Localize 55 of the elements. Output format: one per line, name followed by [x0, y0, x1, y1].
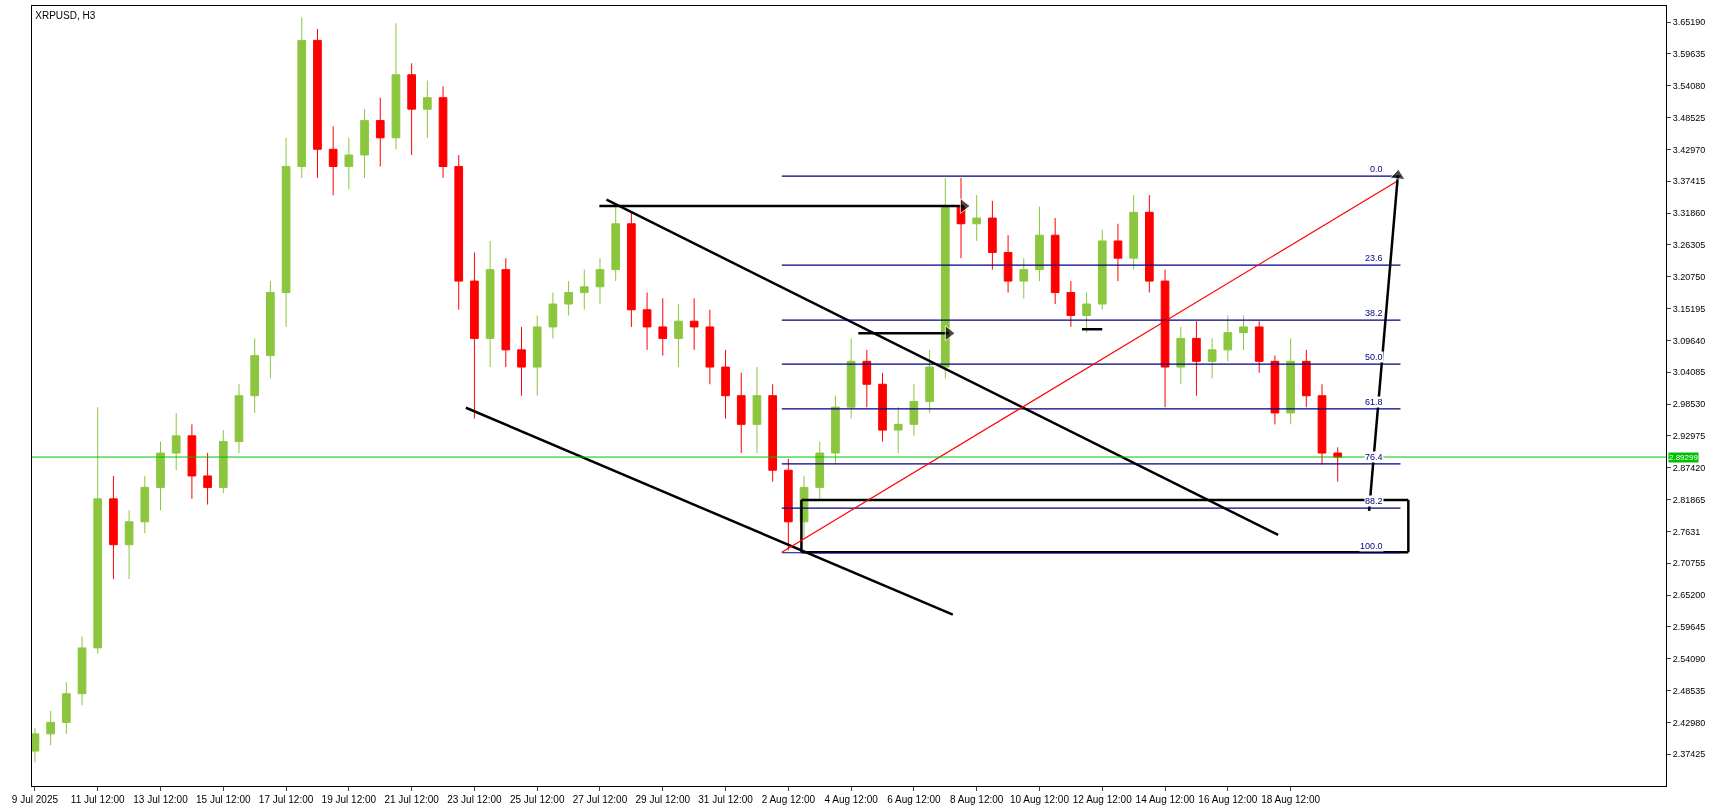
x-tick-label: 25 Jul 12:00: [509, 794, 565, 805]
y-tick-label: 3.20750: [1672, 271, 1706, 282]
x-tick-label: 10 Aug 12:00: [1010, 794, 1070, 805]
y-tick-label: 2.70755: [1672, 558, 1706, 569]
y-tick-label: 3.65190: [1672, 17, 1706, 28]
ref-line-label: 2.89299: [1669, 453, 1699, 462]
y-tick-label: 3.48525: [1672, 112, 1706, 123]
y-tick-label: 2.92975: [1672, 431, 1706, 442]
y-tick-label: 3.09640: [1672, 335, 1706, 346]
y-tick-label: 3.04085: [1672, 367, 1706, 378]
annotation: 61.8: [1365, 397, 1383, 407]
y-tick-label: 3.37415: [1672, 176, 1706, 187]
y-tick-label: 3.26305: [1672, 240, 1706, 251]
x-tick-label: 6 Aug 12:00: [887, 794, 942, 805]
annotation: 0.0: [1370, 164, 1383, 174]
x-tick-label: 16 Aug 12:00: [1198, 794, 1258, 805]
x-tick-label: 21 Jul 12:00: [384, 794, 440, 805]
x-tick-label: 13 Jul 12:00: [133, 794, 189, 805]
annotation: 100.0: [1360, 541, 1383, 551]
y-tick-label: 2.48535: [1672, 685, 1706, 696]
annotation: 76.4: [1365, 452, 1383, 462]
x-tick-label: 9 Jul 2025: [11, 794, 59, 805]
y-tick-label: 2.37425: [1672, 749, 1706, 760]
x-tick-label: 2 Aug 12:00: [761, 794, 816, 805]
x-tick-label: 19 Jul 12:00: [321, 794, 377, 805]
annotation: 23.6: [1365, 253, 1383, 263]
y-tick-label: 2.98530: [1672, 399, 1706, 410]
y-tick-label: 2.87420: [1672, 462, 1706, 473]
y-tick-label: 2.54090: [1672, 653, 1706, 664]
x-tick-label: 8 Aug 12:00: [949, 794, 1004, 805]
x-tick-label: 27 Jul 12:00: [572, 794, 628, 805]
y-tick-label: 3.31860: [1672, 208, 1706, 219]
x-tick-label: 4 Aug 12:00: [824, 794, 879, 805]
y-tick-label: 3.42970: [1672, 144, 1706, 155]
chart-title: XRPUSD, H3: [35, 10, 96, 22]
annotation: 88.2: [1365, 496, 1383, 506]
x-tick-label: 12 Aug 12:00: [1072, 794, 1133, 805]
y-tick-label: 3.54080: [1672, 80, 1706, 91]
x-tick-label: 11 Jul 12:00: [70, 794, 126, 805]
y-tick-label: 3.59635: [1672, 49, 1706, 60]
y-tick-label: 3.15195: [1672, 303, 1706, 314]
y-tick-label: 2.65200: [1672, 590, 1706, 601]
annotation: 50.0: [1365, 352, 1383, 362]
x-tick-label: 18 Aug 12:00: [1261, 794, 1321, 805]
x-tick-label: 14 Aug 12:00: [1135, 794, 1195, 805]
y-tick-label: 2.59645: [1672, 622, 1706, 633]
x-tick-label: 29 Jul 12:00: [635, 794, 691, 805]
x-tick-label: 17 Jul 12:00: [258, 794, 314, 805]
x-tick-label: 15 Jul 12:00: [196, 794, 251, 805]
annotation: 38.2: [1365, 308, 1383, 318]
x-tick-label: 23 Jul 12:00: [447, 794, 503, 805]
y-tick-label: 2.81865: [1672, 494, 1706, 505]
y-tick-label: 2.42980: [1672, 717, 1706, 728]
y-tick-label: 2.7631: [1672, 526, 1701, 537]
x-tick-label: 31 Jul 12:00: [698, 794, 754, 805]
